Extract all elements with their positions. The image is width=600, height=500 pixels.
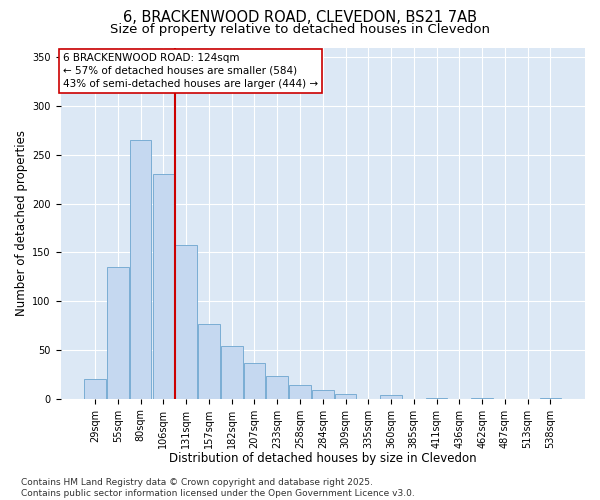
Bar [266,376,288,398]
Bar [289,385,311,398]
Bar [175,244,197,398]
Bar [107,267,129,398]
Bar [221,346,242,399]
Text: 6 BRACKENWOOD ROAD: 124sqm
← 57% of detached houses are smaller (584)
43% of sem: 6 BRACKENWOOD ROAD: 124sqm ← 57% of deta… [63,53,318,89]
Text: Contains HM Land Registry data © Crown copyright and database right 2025.
Contai: Contains HM Land Registry data © Crown c… [21,478,415,498]
Bar [380,395,402,398]
Bar [335,394,356,398]
Text: 6, BRACKENWOOD ROAD, CLEVEDON, BS21 7AB: 6, BRACKENWOOD ROAD, CLEVEDON, BS21 7AB [123,10,477,25]
Bar [130,140,151,398]
X-axis label: Distribution of detached houses by size in Clevedon: Distribution of detached houses by size … [169,452,476,465]
Bar [198,324,220,398]
Bar [244,362,265,398]
Bar [152,174,174,398]
Y-axis label: Number of detached properties: Number of detached properties [15,130,28,316]
Text: Size of property relative to detached houses in Clevedon: Size of property relative to detached ho… [110,22,490,36]
Bar [312,390,334,398]
Bar [85,379,106,398]
